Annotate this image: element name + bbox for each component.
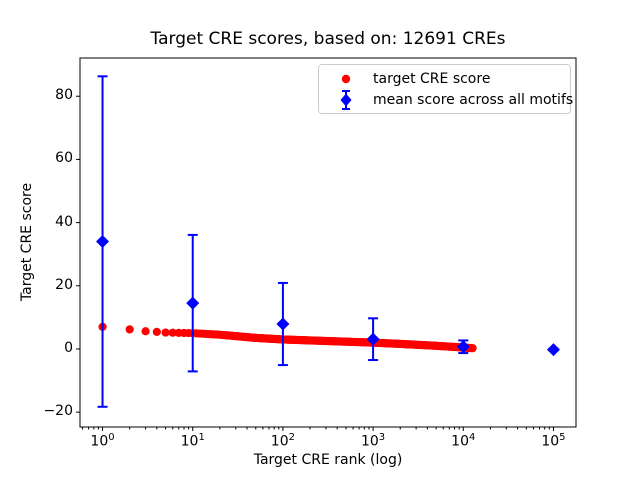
y-tick-label: 40 xyxy=(55,213,73,230)
blue-diamond-point xyxy=(186,296,200,310)
red-data-point xyxy=(161,328,170,337)
axes-frame xyxy=(79,57,577,428)
y-tick-label: 60 xyxy=(55,150,73,167)
blue-diamond-point xyxy=(546,343,560,357)
y-tick-label: −20 xyxy=(43,403,73,420)
x-tick-label: 101 xyxy=(180,432,205,450)
x-tick-label: 102 xyxy=(270,432,295,450)
x-tick-label: 105 xyxy=(541,432,566,450)
red-circle-icon xyxy=(319,70,373,88)
y-tick-label: 0 xyxy=(64,339,73,356)
x-tick-label: 103 xyxy=(360,432,386,450)
plot-title: Target CRE scores, based on: 12691 CREs xyxy=(150,29,506,49)
red-data-point xyxy=(141,327,150,336)
red-data-point xyxy=(152,327,161,337)
red-data-point xyxy=(168,328,177,337)
y-tick-label: 20 xyxy=(55,276,73,293)
legend-label: mean score across all motifs xyxy=(373,91,574,108)
red-data-point xyxy=(125,325,134,334)
legend-item-target-cre-score: target CRE score xyxy=(319,68,570,89)
blue-diamond-point xyxy=(456,340,470,354)
x-tick-label: 104 xyxy=(451,432,476,450)
blue-diamond-point xyxy=(96,235,110,249)
y-tick-label: 80 xyxy=(55,87,73,104)
y-axis-label: Target CRE score xyxy=(19,182,35,302)
blue-diamond-errorbar-icon xyxy=(319,89,373,111)
legend: target CRE score mean score across all m… xyxy=(318,64,574,114)
blue-diamond-point xyxy=(276,317,290,331)
red-data-point xyxy=(468,344,477,353)
blue-diamond-point xyxy=(366,332,380,346)
x-axis-label: Target CRE rank (log) xyxy=(253,452,403,468)
x-tick-label: 100 xyxy=(90,432,115,450)
legend-label: target CRE score xyxy=(373,70,491,87)
legend-item-mean-score: mean score across all motifs xyxy=(319,89,574,111)
